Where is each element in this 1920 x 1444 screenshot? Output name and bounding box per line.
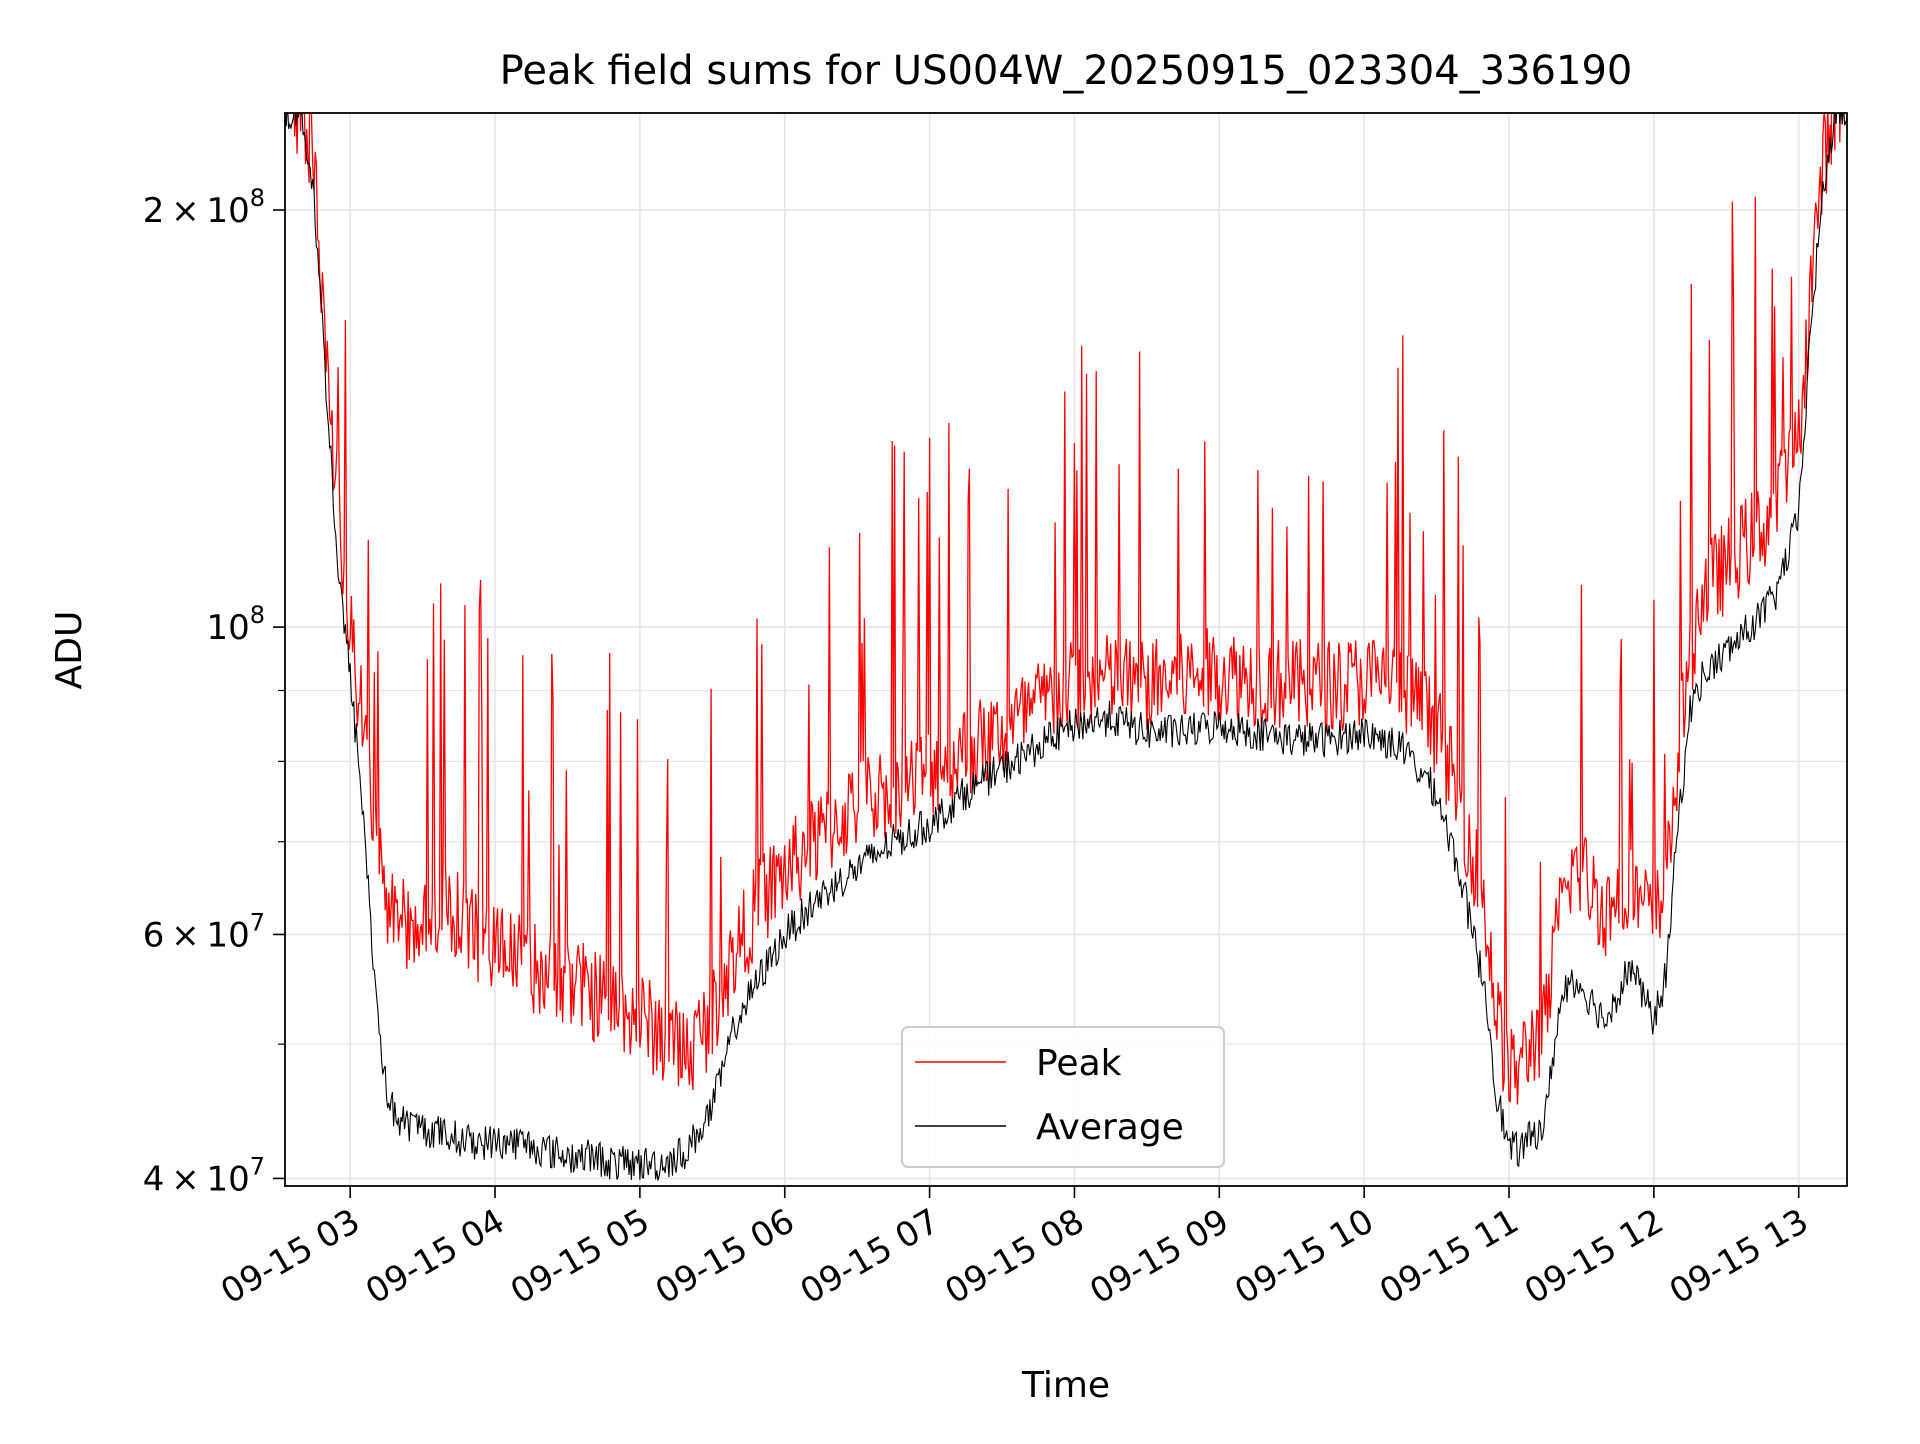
y-tick-label: 2 × 108 [143, 184, 265, 231]
x-axis-label: Time [1021, 1365, 1110, 1406]
legend-peak-label: Peak [1036, 1043, 1122, 1084]
y-tick-label: 108 [206, 601, 265, 648]
legend: Peak Average [901, 1026, 1225, 1168]
series-layer [285, 113, 1847, 1181]
y-tick-label: 4 × 107 [143, 1152, 265, 1199]
series-line-peak [293, 113, 1844, 1105]
plot-frame [284, 112, 1848, 1187]
chart-title: Peak field sums for US004W_20250915_0233… [500, 48, 1633, 94]
y-axis-label: ADU [49, 611, 90, 690]
legend-average-label: Average [1036, 1107, 1184, 1148]
series-line-average [285, 113, 1847, 1181]
y-tick-label: 6 × 107 [143, 908, 265, 955]
